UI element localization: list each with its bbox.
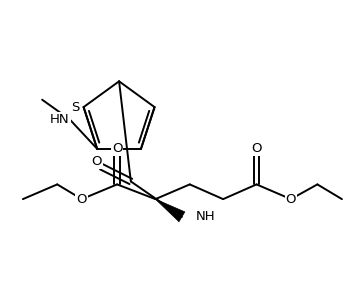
Text: S: S <box>71 101 80 114</box>
Text: NH: NH <box>196 210 215 223</box>
Text: O: O <box>286 193 296 206</box>
Text: O: O <box>112 142 122 154</box>
Text: HN: HN <box>50 113 70 126</box>
Text: O: O <box>91 155 102 168</box>
Polygon shape <box>155 199 185 222</box>
Text: O: O <box>76 193 87 206</box>
Text: O: O <box>251 142 262 154</box>
